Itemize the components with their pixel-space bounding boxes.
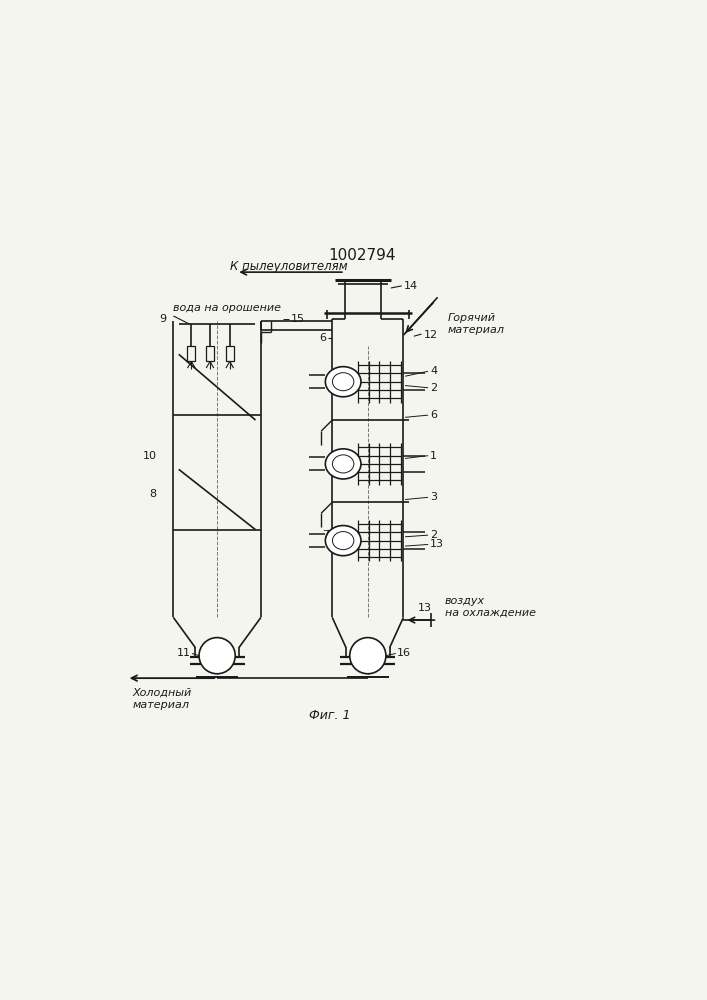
Ellipse shape bbox=[332, 373, 354, 391]
Text: 2: 2 bbox=[431, 383, 438, 393]
Bar bbox=[206, 346, 214, 361]
Bar bbox=[187, 346, 196, 361]
Text: 14: 14 bbox=[404, 281, 418, 291]
Text: 1: 1 bbox=[431, 451, 438, 461]
Ellipse shape bbox=[325, 526, 361, 556]
Text: 7: 7 bbox=[322, 530, 329, 540]
Text: 2: 2 bbox=[431, 530, 438, 540]
Bar bbox=[226, 346, 234, 361]
Text: 1002794: 1002794 bbox=[329, 248, 396, 263]
Text: 3: 3 bbox=[431, 492, 438, 502]
Text: Фиг. 1: Фиг. 1 bbox=[309, 709, 350, 722]
Text: 8: 8 bbox=[150, 489, 157, 499]
Ellipse shape bbox=[325, 367, 361, 397]
Ellipse shape bbox=[332, 455, 354, 473]
Text: 4: 4 bbox=[431, 366, 438, 376]
Text: 11: 11 bbox=[177, 648, 191, 658]
Text: 12: 12 bbox=[423, 330, 438, 340]
Text: 15: 15 bbox=[291, 314, 305, 324]
Ellipse shape bbox=[325, 449, 361, 479]
Text: 6: 6 bbox=[320, 333, 327, 343]
Text: 6: 6 bbox=[431, 410, 438, 420]
Text: 10: 10 bbox=[143, 451, 157, 461]
Text: 9: 9 bbox=[160, 314, 167, 324]
Text: воздух
на охлаждение: воздух на охлаждение bbox=[445, 596, 535, 617]
Circle shape bbox=[350, 638, 386, 674]
Text: Горячий
материал: Горячий материал bbox=[448, 313, 504, 335]
Text: 16: 16 bbox=[397, 648, 411, 658]
Text: Холодный
материал: Холодный материал bbox=[132, 688, 192, 710]
Text: 13: 13 bbox=[431, 539, 444, 549]
Text: 13: 13 bbox=[418, 603, 432, 613]
Text: К пылеуловителям: К пылеуловителям bbox=[230, 260, 347, 273]
Circle shape bbox=[199, 638, 235, 674]
Ellipse shape bbox=[332, 532, 354, 550]
Text: вода на орошение: вода на орошение bbox=[173, 303, 281, 313]
